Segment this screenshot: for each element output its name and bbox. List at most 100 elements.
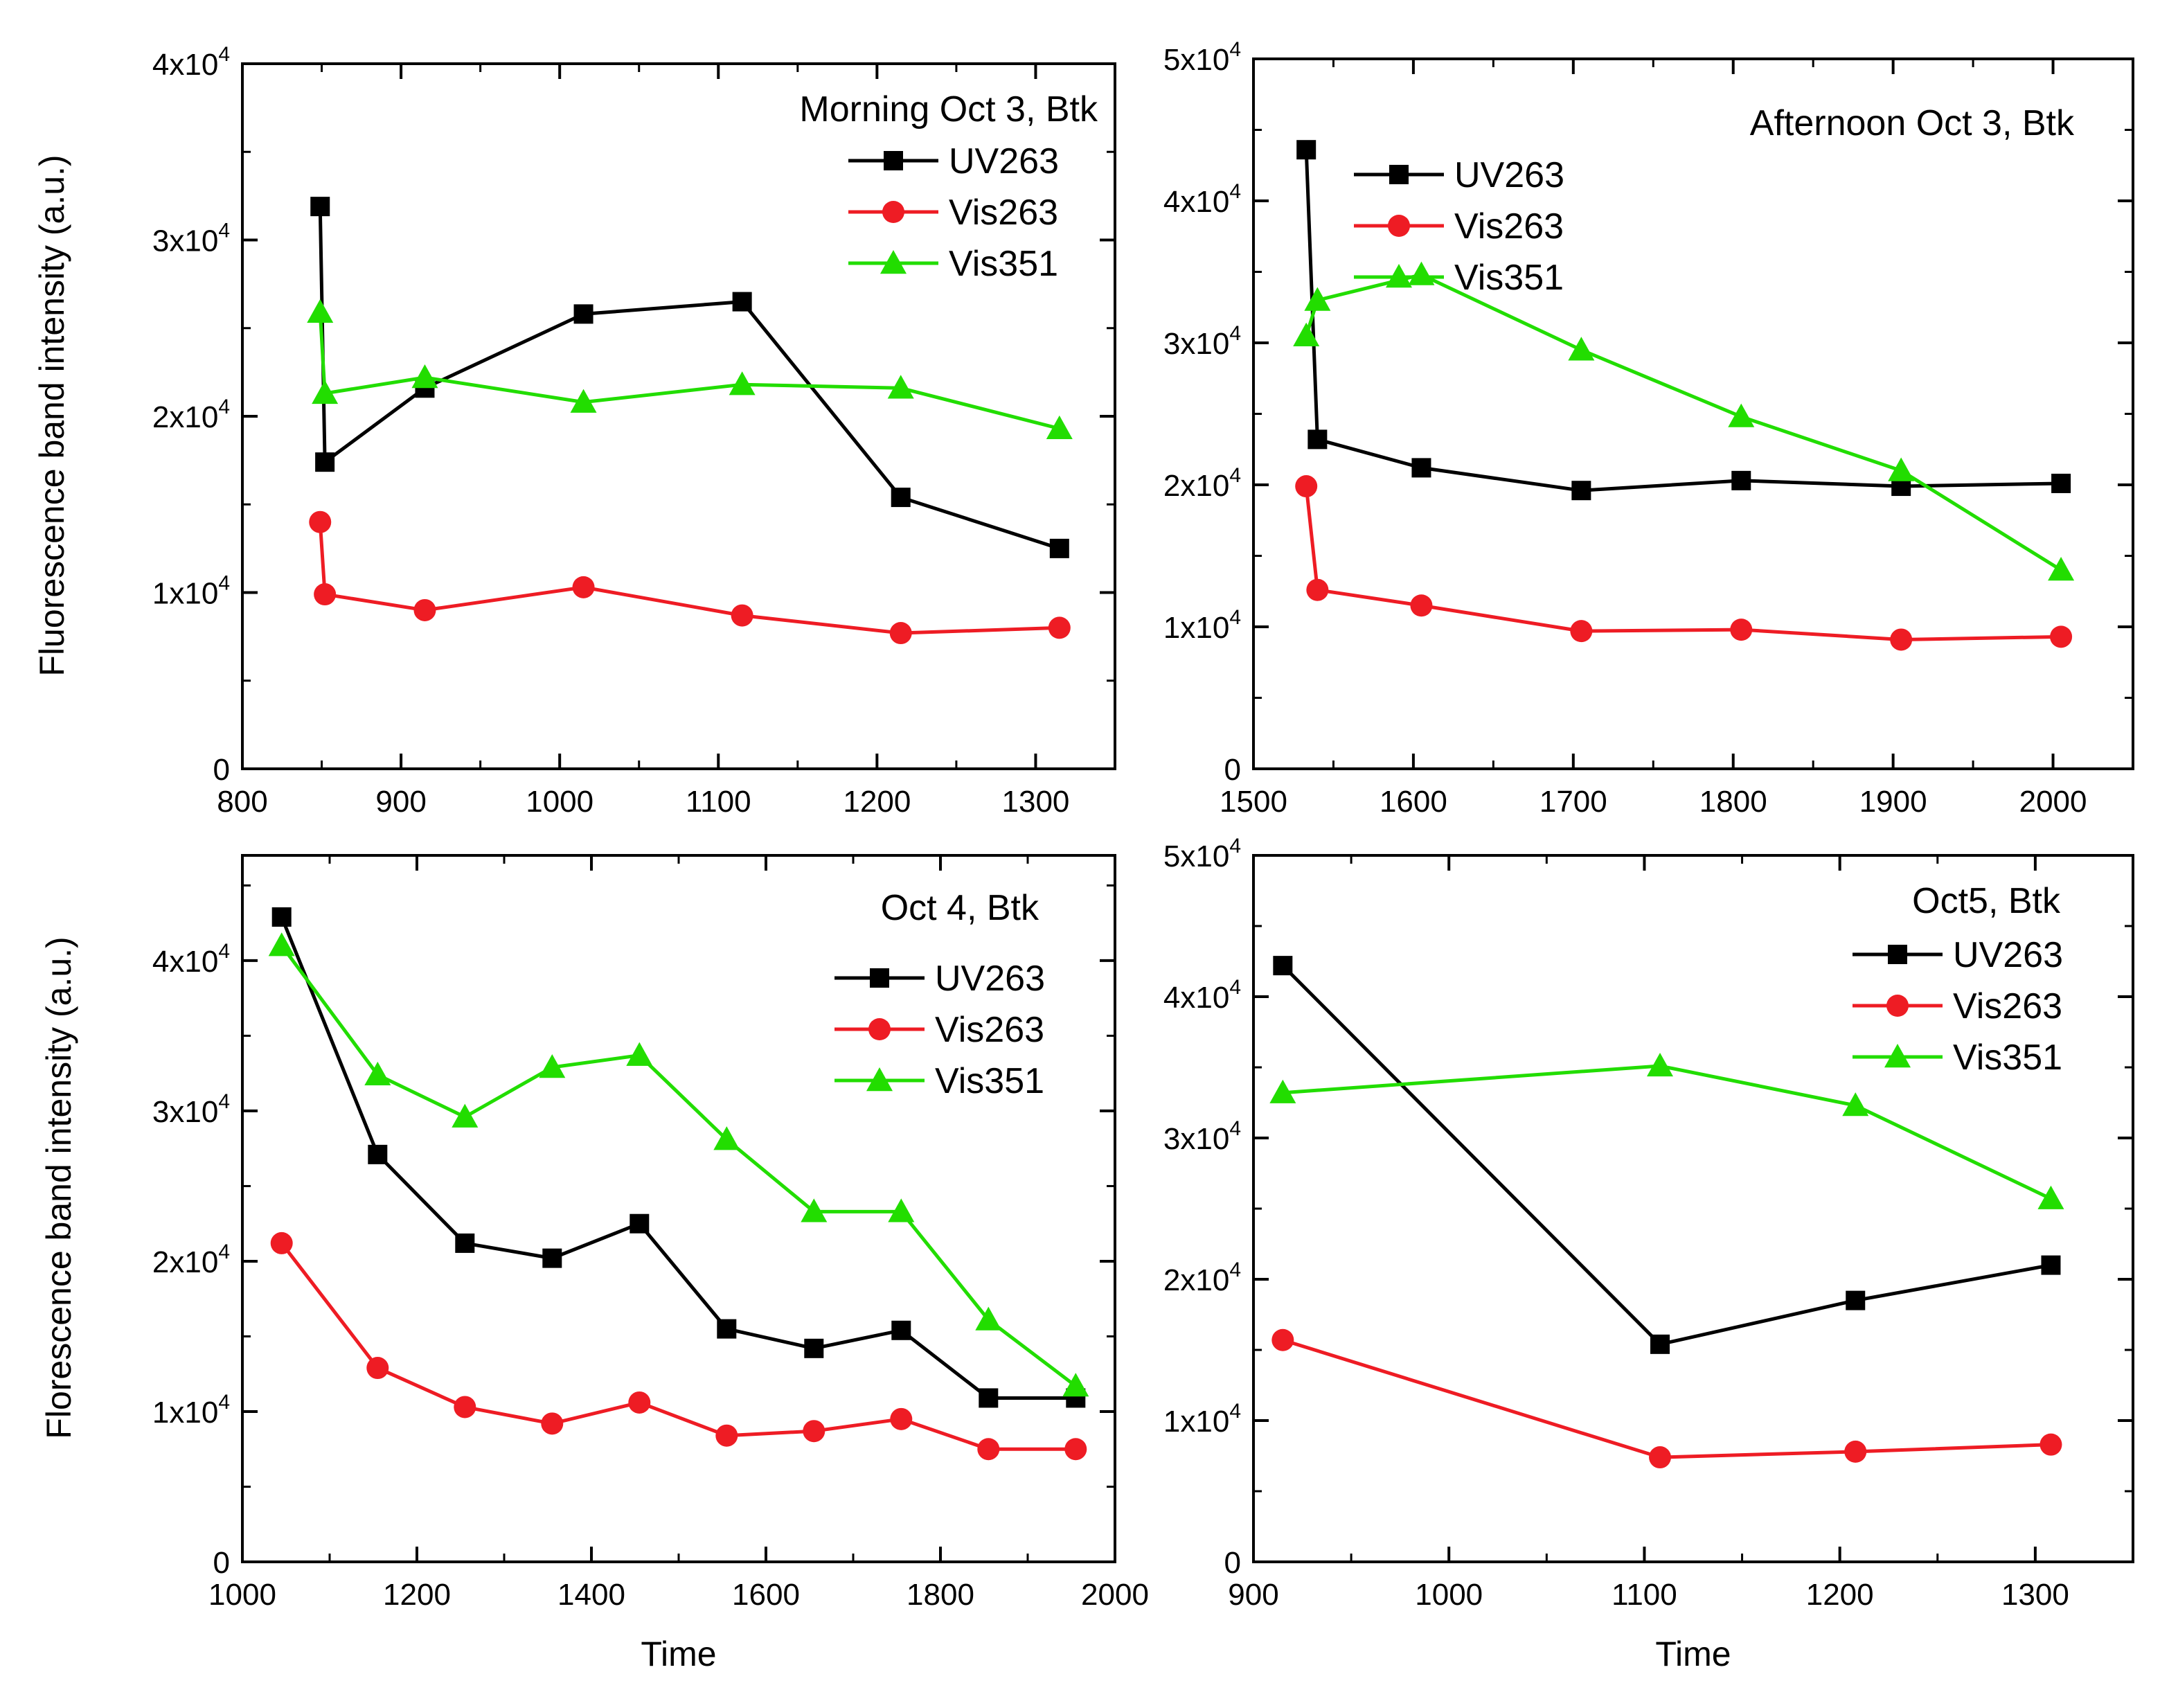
y-tick-exponent: 4 [1229,1400,1241,1423]
legend-marker [1386,264,1412,288]
x-tick-label: 1000 [208,1578,276,1612]
legend-label: Vis263 [935,1010,1044,1050]
data-point [979,1388,999,1408]
data-point [2050,625,2073,648]
y-tick-label: 1x104 [152,1391,230,1430]
series-vis263 [1295,475,2073,651]
y-tick-label: 5x104 [1163,835,1241,873]
data-point [1296,140,1316,160]
data-point [1890,628,1913,651]
data-point [887,375,914,399]
y-axis-title: Fluorescence band intensity (a.u.) [33,154,71,676]
data-point [628,1391,651,1414]
x-tick-label: 1600 [1380,785,1447,819]
data-point [1271,1328,1294,1351]
data-point [452,1103,479,1128]
series-line [280,944,1077,1388]
y-tick-exponent: 4 [218,395,230,418]
y-axis-title: Florescence band intensity (a.u.) [39,936,78,1439]
legend-label: Vis263 [949,193,1058,233]
data-point [310,197,330,217]
y-tick-mantissa: 0 [213,1546,230,1580]
data-point [542,1248,562,1268]
legend-label: Vis351 [935,1061,1044,1101]
data-point [2051,473,2071,493]
data-point [1273,956,1293,976]
series-uv263 [1273,956,2061,1354]
y-tick-exponent: 4 [218,1391,230,1414]
series-uv263 [271,907,1086,1408]
data-point [572,576,595,598]
y-tick-mantissa: 4x10 [1163,185,1229,219]
y-tick-mantissa: 1x10 [1163,611,1229,645]
y-tick-exponent: 4 [218,572,230,595]
y-tick-exponent: 4 [1229,464,1241,487]
x-tick-label: 1200 [843,785,911,819]
panel-oct4: 1000 1200 1400 1600 1800 200001x1042x1043x104… [39,854,1149,1673]
y-tick-label: 1x104 [1163,1400,1241,1439]
data-point [803,1420,825,1443]
data-point [1846,1290,1866,1310]
y-tick-mantissa: 2x10 [152,1245,218,1279]
y-tick-mantissa: 4x10 [152,945,218,979]
legend-label: UV263 [949,141,1059,181]
x-tick-label: 1800 [1699,785,1767,819]
x-tick-label: 1900 [1859,785,1927,819]
legend-label: UV263 [1953,935,2063,975]
data-point [890,1407,913,1430]
legend-marker [1888,945,1907,964]
y-tick-exponent: 4 [1229,322,1241,345]
data-point [271,907,292,927]
series-vis263 [309,510,1071,645]
legend-marker [868,1018,891,1040]
data-point [1306,578,1329,601]
series-line [1281,964,2051,1346]
y-tick-mantissa: 5x10 [1163,839,1229,873]
legend-marker [1388,215,1410,237]
y-tick-label: 3x104 [152,220,230,258]
y-tick-mantissa: 3x10 [152,1095,218,1129]
data-point [888,1198,915,1222]
legend: UV263 Vis263 Vis351 [834,959,1045,1101]
y-tick-label: 1x104 [1163,606,1241,645]
y-tick-exponent: 4 [1229,38,1241,61]
data-point [573,304,593,324]
y-tick-mantissa: 0 [213,753,230,787]
data-point [315,452,335,472]
series-line [1304,150,2062,492]
y-tick-label: 4x104 [1163,976,1241,1015]
legend-label: Vis351 [949,244,1058,284]
x-tick-label: 1600 [732,1578,800,1612]
y-tick-exponent: 4 [1229,976,1241,999]
data-point [314,583,337,606]
series-line [1304,486,2062,641]
legend-marker [880,250,907,274]
data-point [1650,1334,1670,1354]
y-tick-exponent: 4 [1229,1117,1241,1140]
y-tick-exponent: 4 [218,43,230,66]
series-vis351 [307,299,1073,440]
series-line [1283,1064,2052,1200]
y-tick-label: 0 [213,1546,230,1580]
y-tick-label: 2x104 [1163,464,1241,503]
y-tick-label: 4x104 [152,43,230,82]
series-line [280,916,1076,1400]
data-point [570,389,597,413]
y-tick-label: 2x104 [1163,1258,1241,1297]
data-point [889,622,912,645]
data-point [1293,322,1320,346]
data-point [1295,475,1318,498]
data-point [1649,1446,1672,1469]
data-point [312,380,339,404]
series-vis263 [1271,1328,2062,1469]
y-tick-label: 4x104 [152,940,230,979]
data-point [1647,1052,1674,1077]
data-point [731,604,753,627]
y-tick-mantissa: 1x10 [1163,1405,1229,1439]
y-tick-mantissa: 4x10 [1163,981,1229,1015]
data-point [2037,1185,2064,1209]
legend: UV263 Vis263 Vis351 [1354,155,1564,298]
legend-label: UV263 [1454,155,1564,195]
y-tick-mantissa: 1x10 [152,577,218,611]
y-tick-exponent: 4 [218,1240,230,1263]
